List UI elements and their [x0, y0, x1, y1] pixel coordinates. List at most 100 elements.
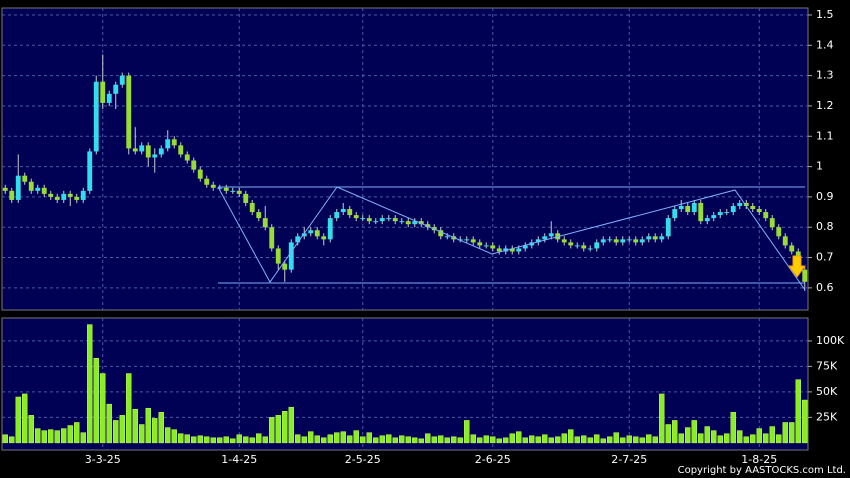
- candle-body: [204, 178, 210, 185]
- volume-bar: [457, 437, 463, 444]
- volume-bar: [61, 428, 67, 444]
- candle-body: [223, 187, 229, 191]
- copyright: Copyright by AASTOCKS.com Ltd.: [678, 465, 846, 476]
- candle-body: [392, 218, 398, 222]
- candle-body: [399, 221, 405, 223]
- candle-body: [620, 239, 626, 243]
- candle-body: [61, 193, 67, 200]
- candle-body: [184, 154, 190, 161]
- volume-bar: [54, 430, 60, 444]
- y-tick-label: 0.6: [816, 281, 834, 294]
- volume-bar: [223, 436, 229, 444]
- volume-bar: [405, 436, 411, 444]
- volume-bar: [113, 420, 119, 444]
- volume-bar: [360, 436, 366, 444]
- volume-bar: [340, 431, 346, 444]
- candle-body: [165, 139, 171, 149]
- candle-body: [464, 239, 470, 241]
- candle-body: [444, 236, 450, 238]
- volume-bar: [444, 437, 450, 444]
- candle-body: [581, 245, 587, 249]
- candle-body: [750, 205, 756, 210]
- volume-bar: [763, 433, 769, 444]
- y2-tick-label: 100K: [816, 334, 845, 347]
- volume-bar: [165, 427, 171, 444]
- y-tick-label: 1.3: [816, 69, 834, 82]
- volume-bar: [347, 435, 353, 444]
- volume-bar: [464, 420, 470, 444]
- volume-bar: [620, 437, 626, 444]
- candle-body: [139, 145, 145, 152]
- volume-bar: [35, 428, 41, 444]
- y-tick-label: 1: [816, 160, 823, 173]
- candle-body: [769, 218, 775, 228]
- candle-body: [2, 187, 8, 191]
- candle-body: [80, 190, 86, 200]
- candle-body: [152, 154, 158, 158]
- volume-bar: [516, 431, 522, 444]
- y-tick-label: 0.7: [816, 251, 834, 264]
- volume-bar: [724, 433, 730, 444]
- volume-bar: [451, 436, 457, 444]
- candle-body: [685, 205, 691, 213]
- candle-body: [412, 221, 418, 225]
- volume-bar: [2, 434, 8, 444]
- candle-body: [516, 248, 522, 252]
- volume-bar: [750, 434, 756, 444]
- candle-body: [672, 209, 678, 219]
- volume-bar: [626, 435, 632, 444]
- volume-bar: [158, 412, 164, 444]
- volume-bar: [301, 436, 307, 444]
- volume-bar: [561, 433, 567, 444]
- x-tick-label: 3-3-25: [85, 453, 121, 466]
- candle-body: [379, 218, 385, 222]
- candle-body: [743, 202, 749, 206]
- candle-body: [548, 233, 554, 237]
- candle-body: [74, 196, 80, 200]
- candle-body: [243, 193, 249, 203]
- volume-bar: [236, 434, 242, 444]
- volume-bar: [548, 437, 554, 444]
- candle-body: [386, 218, 392, 220]
- volume-bar: [321, 437, 327, 444]
- candle-body: [87, 151, 93, 191]
- candle-body: [314, 230, 320, 237]
- candle-body: [171, 139, 177, 146]
- volume-bar: [230, 438, 236, 444]
- volume-bar: [308, 431, 314, 444]
- volume-bar: [197, 435, 203, 444]
- volume-bar: [412, 437, 418, 444]
- x-tick-label: 2-6-25: [475, 453, 511, 466]
- volume-bar: [191, 436, 197, 444]
- candle-body: [607, 239, 613, 241]
- volume-bar: [119, 415, 125, 444]
- volume-bar: [568, 429, 574, 444]
- candle-body: [470, 239, 476, 243]
- volume-bar: [418, 438, 424, 444]
- volume-bar: [594, 434, 600, 444]
- volume-bar: [132, 408, 138, 444]
- volume-bar: [665, 424, 671, 444]
- volume-bar: [678, 433, 684, 444]
- candle-body: [249, 202, 255, 213]
- volume-bar: [139, 424, 145, 444]
- candle-body: [236, 190, 242, 194]
- candle-body: [197, 169, 203, 179]
- volume-bar: [210, 437, 216, 444]
- candle-body: [594, 242, 600, 249]
- volume-bar: [15, 396, 21, 444]
- candle-body: [477, 242, 483, 246]
- candle-body: [288, 242, 294, 270]
- candle-body: [711, 215, 717, 219]
- volume-bar: [80, 432, 86, 444]
- candle-body: [256, 212, 262, 219]
- candle-body: [776, 227, 782, 237]
- volume-bar: [314, 435, 320, 444]
- volume-bar: [327, 434, 333, 444]
- volume-bar: [769, 426, 775, 444]
- y2-tick-label: 75K: [816, 359, 838, 372]
- candle-body: [191, 160, 197, 170]
- candle-body: [210, 184, 216, 188]
- volume-bar: [542, 434, 548, 444]
- candle-body: [119, 75, 125, 85]
